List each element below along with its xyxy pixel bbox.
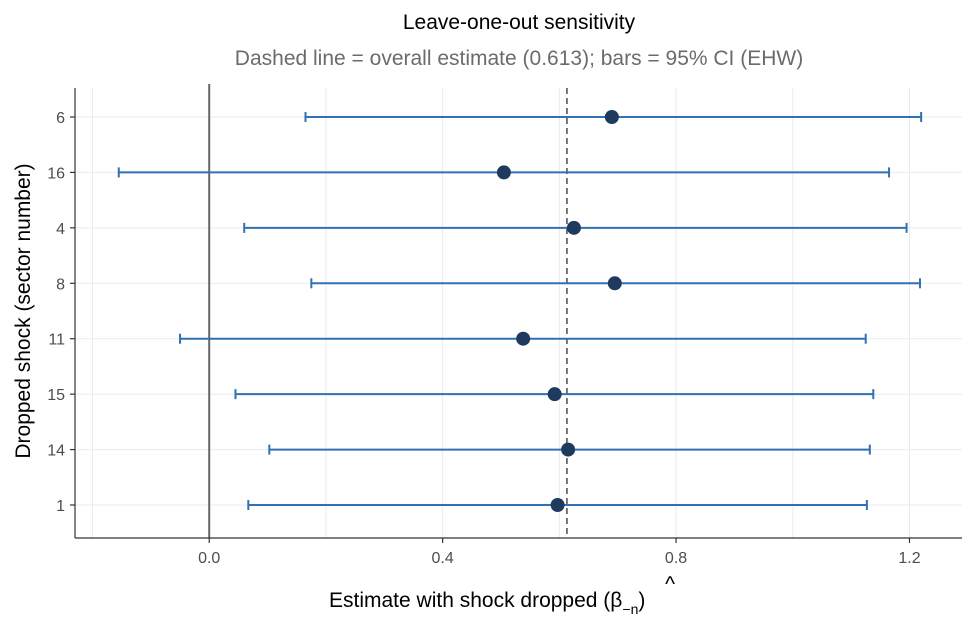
x-axis-title-text: Estimate with shock dropped (	[329, 589, 610, 612]
x-tick-label: 0.0	[198, 550, 220, 567]
y-tick-label: 11	[48, 332, 65, 349]
x-axis-title-hat: ^	[665, 573, 675, 596]
y-tick-label: 14	[47, 443, 65, 460]
estimate-point-11	[516, 331, 531, 346]
grid-layer	[75, 88, 962, 538]
estimate-point-4	[566, 220, 581, 235]
x-tick-label: 0.4	[432, 550, 454, 567]
estimate-point-16	[496, 165, 511, 180]
x-tick-label: 0.8	[665, 550, 687, 567]
y-tick-label: 6	[56, 110, 65, 127]
chart-subtitle: Dashed line = overall estimate (0.613); …	[235, 47, 803, 70]
estimate-point-14	[561, 442, 576, 457]
errorbar-layer	[117, 112, 923, 510]
point-layer	[496, 110, 622, 512]
y-tick-label: 8	[56, 276, 65, 293]
x-axis-title-close: )	[638, 589, 645, 612]
estimate-point-8	[607, 276, 622, 291]
axis-layer: 0.0 0.4 0.8 1.2 6 16 4 8 11 15 14 1	[47, 88, 962, 567]
y-tick-label: 16	[47, 165, 65, 182]
x-axis-title-beta: β	[610, 589, 622, 612]
x-axis-title-subscript: −n	[622, 601, 638, 617]
x-tick-label: 1.2	[898, 550, 920, 567]
reference-lines	[208, 84, 568, 538]
x-axis-title: Estimate with shock dropped (β−n)	[329, 589, 645, 617]
y-tick-label: 1	[56, 498, 65, 515]
estimate-point-6	[604, 110, 619, 124]
y-tick-label: 15	[47, 387, 65, 404]
estimate-point-15	[547, 387, 562, 402]
y-tick-label: 4	[56, 221, 65, 238]
estimate-point-1	[550, 498, 565, 512]
y-axis-title: Dropped shock (sector number)	[12, 163, 35, 458]
chart-title: Leave-one-out sensitivity	[403, 11, 636, 34]
